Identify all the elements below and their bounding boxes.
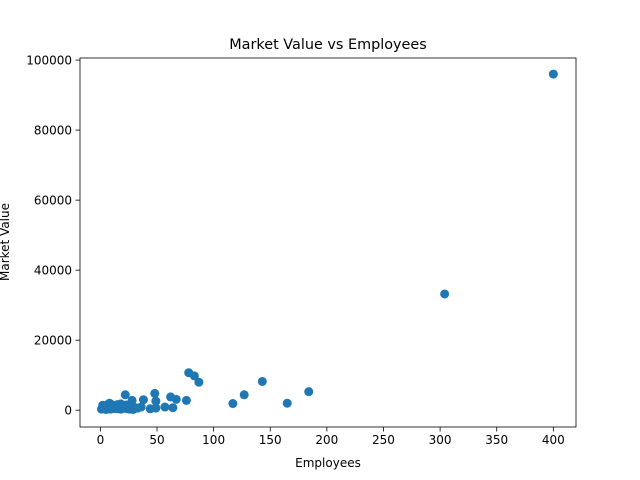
y-tick-label: 60000 — [34, 193, 72, 207]
x-tick-label: 50 — [149, 433, 164, 447]
data-point — [145, 404, 155, 414]
data-point — [136, 402, 146, 412]
data-point — [120, 390, 130, 400]
x-axis-label: Employees — [295, 456, 361, 470]
x-tick-label: 0 — [97, 433, 105, 447]
plot-frame — [79, 57, 577, 428]
data-point — [150, 388, 160, 398]
y-axis-label: Market Value — [0, 203, 12, 281]
data-point — [304, 387, 314, 397]
data-point — [548, 69, 558, 79]
data-point — [160, 402, 170, 412]
y-axis-ticks: 0 20000 40000 60000 80000 100000 — [26, 53, 80, 417]
x-tick-label: 300 — [429, 433, 452, 447]
data-point — [181, 395, 191, 405]
x-tick-label: 200 — [315, 433, 338, 447]
y-tick-label: 40000 — [34, 263, 72, 277]
data-point — [171, 394, 181, 404]
x-tick-label: 150 — [259, 433, 282, 447]
y-tick-label: 100000 — [26, 53, 72, 67]
y-tick-label: 20000 — [34, 333, 72, 347]
data-point — [189, 371, 199, 381]
chart-title: Market Value vs Employees — [229, 37, 427, 53]
data-point — [228, 399, 238, 409]
x-tick-label: 350 — [485, 433, 508, 447]
x-tick-label: 250 — [372, 433, 395, 447]
data-point — [194, 377, 204, 387]
data-point — [440, 289, 450, 299]
x-tick-label: 100 — [202, 433, 225, 447]
data-point — [239, 390, 249, 400]
data-points — [97, 69, 558, 414]
data-point — [168, 403, 178, 413]
x-axis-ticks: 0 50 100 150 200 250 300 350 400 — [97, 427, 565, 447]
data-point — [138, 395, 148, 405]
data-point — [151, 396, 161, 406]
data-point — [282, 398, 292, 408]
y-tick-label: 0 — [64, 403, 72, 417]
x-tick-label: 400 — [542, 433, 565, 447]
data-point — [257, 376, 267, 386]
y-tick-label: 80000 — [34, 123, 72, 137]
data-point — [116, 404, 126, 414]
